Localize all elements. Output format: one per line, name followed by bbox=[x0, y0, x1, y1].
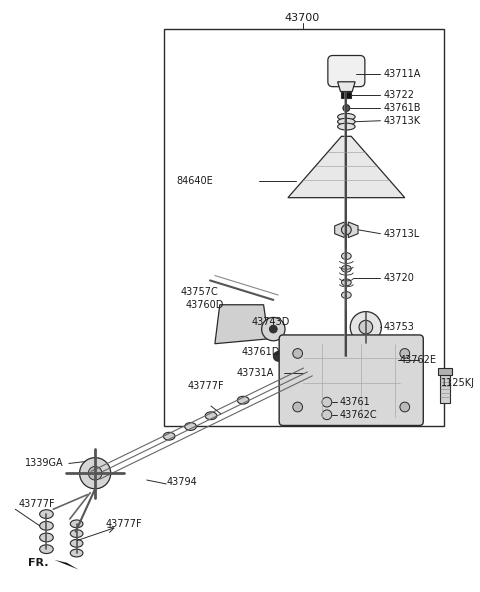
Polygon shape bbox=[54, 560, 79, 570]
Ellipse shape bbox=[70, 520, 83, 527]
Circle shape bbox=[359, 320, 372, 334]
Circle shape bbox=[341, 225, 351, 234]
Circle shape bbox=[322, 410, 332, 420]
Text: FR.: FR. bbox=[28, 558, 48, 568]
Ellipse shape bbox=[337, 118, 355, 125]
Text: 43731A: 43731A bbox=[236, 368, 274, 378]
Circle shape bbox=[269, 325, 277, 333]
Text: 43700: 43700 bbox=[285, 12, 320, 22]
Text: 43777F: 43777F bbox=[106, 519, 143, 529]
Ellipse shape bbox=[341, 253, 351, 259]
Ellipse shape bbox=[185, 423, 196, 430]
Circle shape bbox=[293, 349, 302, 358]
Polygon shape bbox=[337, 82, 355, 92]
Ellipse shape bbox=[70, 530, 83, 538]
FancyBboxPatch shape bbox=[279, 335, 423, 426]
Circle shape bbox=[400, 349, 409, 358]
Circle shape bbox=[262, 317, 285, 341]
Text: 43777F: 43777F bbox=[18, 500, 55, 509]
Polygon shape bbox=[288, 136, 405, 198]
Text: 43777F: 43777F bbox=[188, 381, 224, 391]
Text: 84640E: 84640E bbox=[176, 176, 213, 186]
Ellipse shape bbox=[40, 545, 53, 554]
Ellipse shape bbox=[163, 432, 175, 440]
Circle shape bbox=[273, 352, 283, 361]
Ellipse shape bbox=[40, 533, 53, 542]
Circle shape bbox=[88, 466, 102, 480]
Text: 43722: 43722 bbox=[384, 91, 414, 101]
Ellipse shape bbox=[337, 114, 355, 120]
Ellipse shape bbox=[40, 510, 53, 519]
Text: 43761: 43761 bbox=[339, 397, 370, 407]
Text: 43711A: 43711A bbox=[384, 69, 421, 79]
Text: 43760D: 43760D bbox=[186, 300, 224, 310]
FancyBboxPatch shape bbox=[328, 56, 365, 86]
Ellipse shape bbox=[341, 279, 351, 286]
Polygon shape bbox=[348, 222, 358, 237]
Text: 43762E: 43762E bbox=[400, 355, 437, 365]
Text: 43757C: 43757C bbox=[181, 287, 218, 297]
Text: 43743D: 43743D bbox=[252, 317, 290, 327]
Text: 43720: 43720 bbox=[384, 274, 414, 284]
Ellipse shape bbox=[70, 539, 83, 547]
Ellipse shape bbox=[337, 123, 355, 130]
Bar bbox=[440, 374, 450, 403]
Bar bbox=[341, 92, 351, 98]
Polygon shape bbox=[335, 222, 345, 237]
Text: 43713K: 43713K bbox=[384, 115, 420, 126]
Text: 43761D: 43761D bbox=[241, 348, 279, 358]
Text: 43762C: 43762C bbox=[339, 410, 377, 420]
Ellipse shape bbox=[341, 265, 351, 272]
Circle shape bbox=[322, 397, 332, 407]
Ellipse shape bbox=[237, 396, 249, 404]
Text: 1125KJ: 1125KJ bbox=[441, 378, 475, 388]
Circle shape bbox=[400, 402, 409, 412]
Text: 1339GA: 1339GA bbox=[25, 458, 64, 468]
Circle shape bbox=[343, 105, 350, 111]
Bar bbox=[438, 368, 452, 375]
Ellipse shape bbox=[341, 292, 351, 298]
Circle shape bbox=[293, 402, 302, 412]
Polygon shape bbox=[215, 305, 268, 344]
Text: 43713L: 43713L bbox=[384, 229, 420, 239]
Ellipse shape bbox=[40, 522, 53, 530]
Text: 43761B: 43761B bbox=[384, 103, 421, 113]
Circle shape bbox=[80, 458, 111, 489]
Ellipse shape bbox=[70, 549, 83, 557]
Text: 43794: 43794 bbox=[166, 477, 197, 487]
Bar bbox=[164, 29, 444, 426]
Text: 43753: 43753 bbox=[384, 322, 414, 332]
Ellipse shape bbox=[205, 412, 217, 420]
Circle shape bbox=[350, 311, 382, 343]
